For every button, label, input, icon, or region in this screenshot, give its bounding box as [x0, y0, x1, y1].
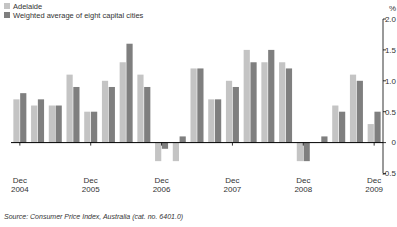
bar: [250, 62, 256, 142]
bar: [91, 112, 97, 143]
x-tick: [232, 143, 233, 146]
bar: [67, 75, 73, 143]
x-tick-label-line: 2008: [294, 185, 312, 194]
bar: [374, 112, 380, 143]
bar: [357, 81, 363, 143]
x-tick-label-line: Dec: [154, 176, 168, 185]
bar: [321, 136, 327, 142]
bar: [73, 87, 79, 143]
bar: [13, 99, 19, 142]
bar: [332, 106, 338, 143]
y-axis: [383, 19, 384, 174]
x-tick-label-line: 2007: [224, 185, 242, 194]
legend-label: Adelaide: [13, 2, 42, 11]
bar: [31, 106, 37, 143]
y-tick: [383, 142, 386, 143]
bar: [49, 106, 55, 143]
y-tick-label: 1.0: [385, 77, 397, 86]
bar: [261, 62, 267, 142]
bar: [368, 124, 374, 143]
bar: [20, 93, 26, 142]
x-tick: [374, 143, 375, 146]
bar: [126, 44, 132, 143]
bar: [84, 112, 90, 143]
x-tick-label: Dec2006: [153, 176, 171, 194]
bar: [286, 68, 292, 142]
x-tick-label-line: Dec: [84, 176, 98, 185]
chart: 2.01.51.00.50-0.5%Dec2004Dec2005Dec2006D…: [0, 0, 397, 227]
bar: [38, 99, 44, 142]
x-tick-label: Dec2009: [365, 176, 383, 194]
bar: [244, 50, 250, 143]
bar: [339, 112, 345, 143]
legend-swatch: [4, 3, 10, 9]
x-tick-label-line: 2006: [153, 185, 171, 194]
y-tick-label: -0.5: [382, 169, 396, 178]
x-tick-label-line: 2009: [365, 185, 383, 194]
x-tick-label: Dec2005: [82, 176, 100, 194]
x-tick-label-line: Dec: [367, 176, 381, 185]
bar: [180, 136, 186, 142]
bar: [173, 143, 179, 162]
y-tick-label: 0.5: [385, 108, 397, 117]
bar: [120, 62, 126, 142]
x-tick-label-line: Dec: [296, 176, 310, 185]
y-tick-label: 1.5: [385, 46, 397, 55]
bar: [137, 75, 143, 143]
legend-swatch: [4, 12, 10, 18]
zero-line: [11, 142, 383, 143]
x-tick-label: Dec2004: [11, 176, 29, 194]
x-tick: [161, 143, 162, 146]
bars: [13, 44, 380, 161]
source-note: Source: Consumer Price Index, Australia …: [4, 213, 183, 221]
bar: [226, 81, 232, 143]
y-tick-label: 2.0: [385, 15, 397, 24]
bar: [268, 50, 274, 143]
x-tick-label: Dec2007: [224, 176, 242, 194]
x-tick-label: Dec2008: [294, 176, 312, 194]
legend-label: Weighted average of eight capital cities: [13, 11, 144, 20]
bar: [197, 68, 203, 142]
x-tick-label-line: 2005: [82, 185, 100, 194]
bar: [208, 99, 214, 142]
y-axis-label: %: [389, 4, 396, 13]
x-tick-label-line: Dec: [13, 176, 27, 185]
bar: [162, 143, 168, 149]
bar: [56, 106, 62, 143]
y-tick-label: 0: [392, 138, 397, 147]
bar: [279, 62, 285, 142]
bar: [297, 143, 303, 162]
bar: [233, 87, 239, 143]
bar: [304, 143, 310, 162]
bar: [144, 87, 150, 143]
x-tick: [19, 143, 20, 146]
bar: [102, 81, 108, 143]
x-tick-label-line: Dec: [225, 176, 239, 185]
bar: [155, 143, 161, 162]
bar: [215, 99, 221, 142]
bar: [109, 87, 115, 143]
x-tick: [303, 143, 304, 146]
x-tick-label-line: 2004: [11, 185, 29, 194]
bar: [350, 75, 356, 143]
bar: [191, 68, 197, 142]
x-tick: [90, 143, 91, 146]
